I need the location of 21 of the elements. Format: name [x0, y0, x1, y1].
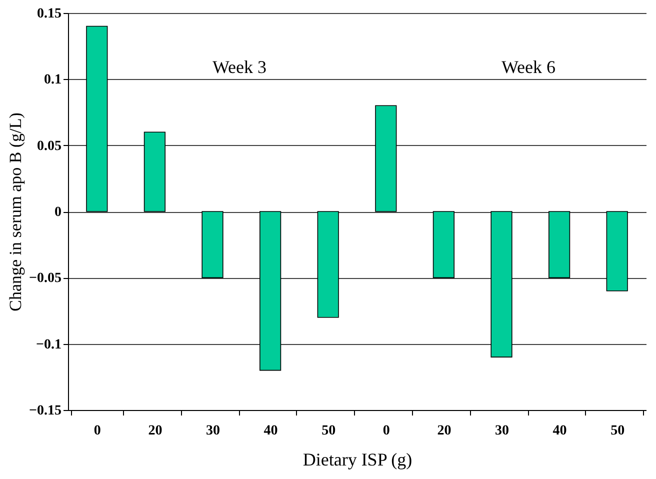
- y-tick-label: 0.1: [44, 72, 62, 88]
- x-tick-label: 50: [610, 424, 625, 438]
- x-tick-label: 20: [437, 424, 452, 438]
- y-tick-label: −0.1: [36, 337, 62, 352]
- x-tick-label: 30: [495, 424, 509, 438]
- x-tick-label: 40: [552, 424, 567, 438]
- y-tick-label: 0.05: [37, 138, 62, 154]
- x-tick-label: 0: [382, 424, 390, 438]
- x-tick-label: 30: [206, 424, 220, 438]
- x-tick-label: 50: [322, 424, 336, 438]
- y-axis-title: Change in serum apo B (g/L): [6, 112, 26, 312]
- y-tick-label: −0.05: [29, 271, 62, 286]
- y-tick-label: −0.15: [29, 404, 62, 418]
- x-axis-title: Dietary ISP (g): [302, 450, 412, 470]
- y-tick-label: 0: [54, 205, 62, 220]
- annotation: Week 6: [502, 57, 556, 77]
- x-tick-label: 0: [94, 424, 101, 438]
- x-tick-label: 40: [264, 424, 278, 438]
- annotation: Week 3: [212, 57, 267, 77]
- x-tick-label: 20: [148, 424, 162, 438]
- y-tick-label: 0.15: [37, 6, 62, 22]
